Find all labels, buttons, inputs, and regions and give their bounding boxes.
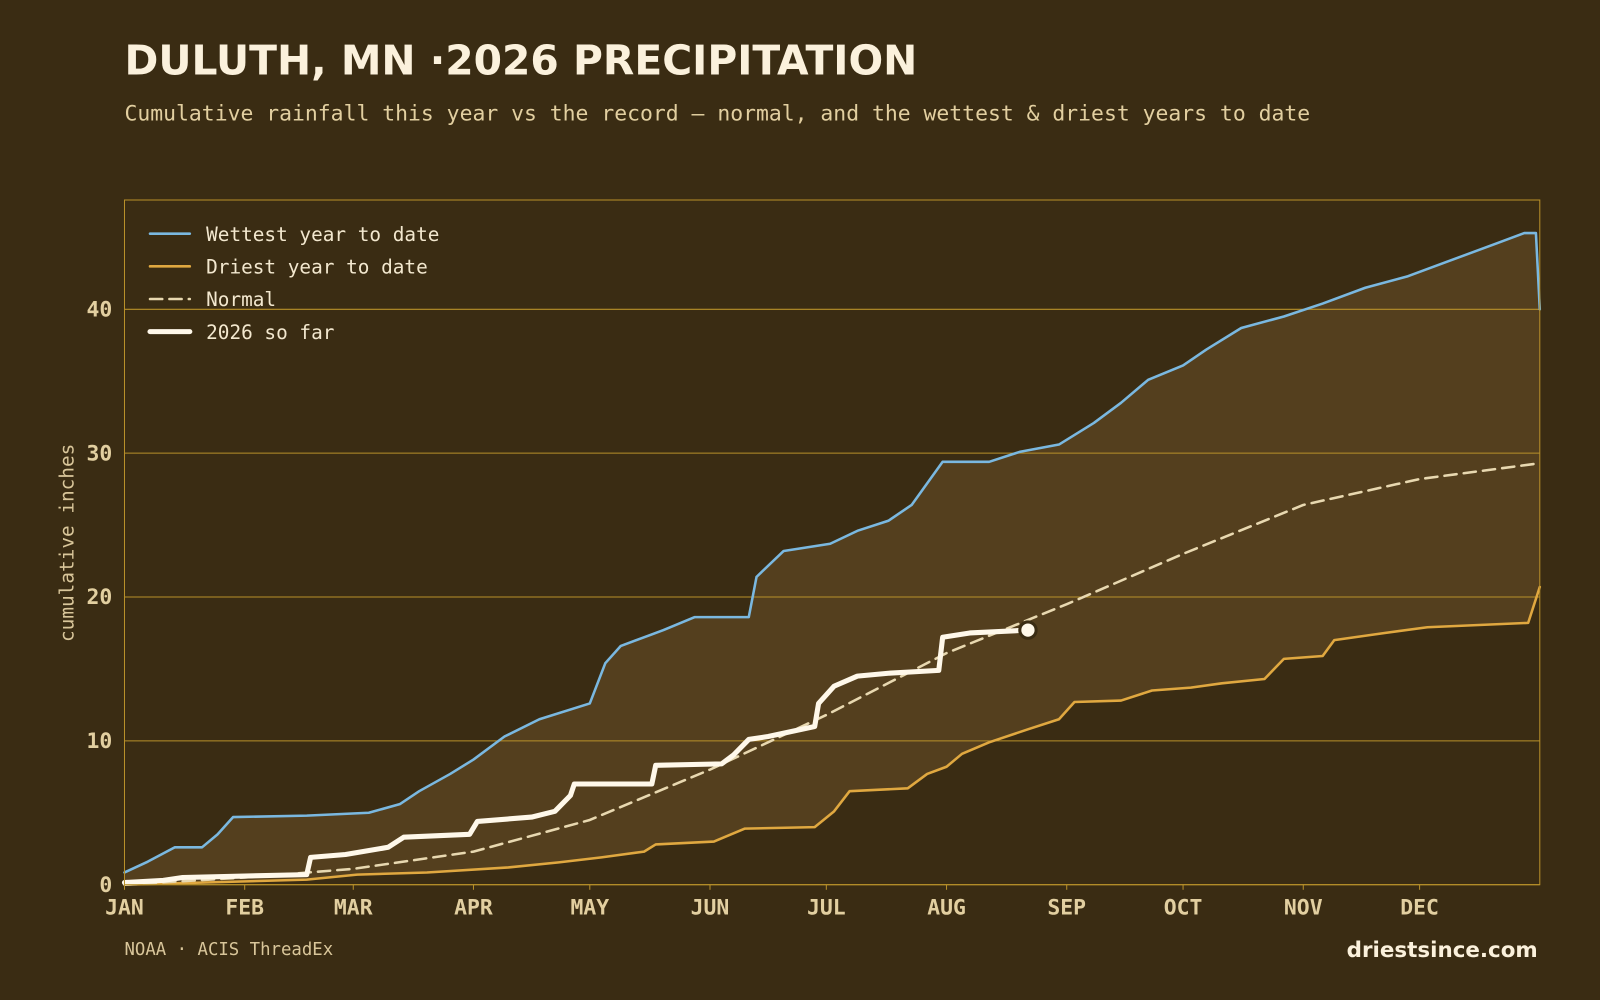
y-axis-label: cumulative inches: [55, 444, 78, 642]
legend-label: 2026 so far: [206, 321, 334, 344]
series-line: [123, 461, 1542, 886]
x-tick-label: MAR: [334, 895, 373, 920]
chart-title: DULUTH, MN ·2026 PRECIPITATION: [124, 36, 917, 84]
y-tick-label: 40: [86, 297, 112, 322]
series-line: [123, 585, 1542, 886]
x-tick-label: JUL: [807, 895, 846, 920]
x-tick-label: FEB: [225, 895, 264, 920]
x-tick-label: DEC: [1400, 895, 1439, 920]
chart-subtitle: Cumulative rainfall this year vs the rec…: [124, 101, 1310, 126]
y-tick-label: 10: [86, 729, 112, 754]
source: NOAA · ACIS ThreadEx: [124, 940, 333, 960]
series-line: [123, 231, 1542, 874]
legend-label: Driest year to date: [206, 255, 428, 278]
x-tick-label: JUN: [691, 895, 730, 920]
y-tick-label: 30: [86, 441, 112, 466]
y-tick-label: 20: [86, 585, 112, 610]
y-tick-label: 0: [99, 873, 112, 898]
x-tick-label: SEP: [1047, 895, 1086, 920]
brand: driestsince.com: [1347, 938, 1538, 963]
range-band: [124, 233, 1540, 885]
x-tick-label: AUG: [927, 895, 966, 920]
x-tick-label: NOV: [1284, 895, 1323, 920]
legend-label: Wettest year to date: [206, 223, 439, 246]
end-marker: [1018, 620, 1038, 640]
plot-area: [121, 231, 1542, 886]
x-tick-label: JAN: [105, 895, 144, 920]
plot-frame: [123, 199, 1541, 886]
legend-label: Normal: [206, 288, 276, 311]
x-tick-label: APR: [454, 895, 493, 920]
x-tick-label: OCT: [1164, 895, 1203, 920]
series-line: [121, 627, 1031, 886]
x-tick-label: MAY: [570, 895, 609, 920]
